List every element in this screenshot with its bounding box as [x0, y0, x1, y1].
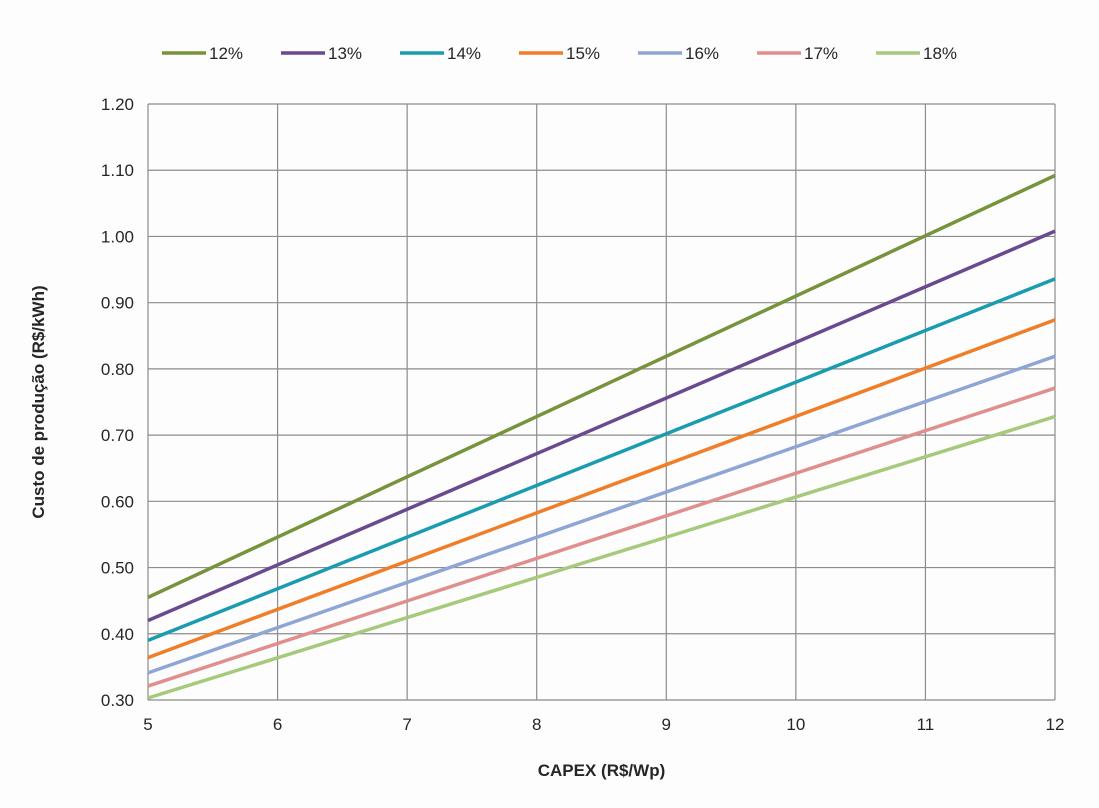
y-tick-label: 0.40: [101, 625, 134, 644]
series-line-17pct: [147, 386, 1056, 688]
y-axis-ticks: 0.30 0.40 0.50 0.60 0.70 0.80 0.90 1.00 1.10 1.20: [101, 95, 134, 710]
legend: 12% 13% 14% 15% 16% 17% 18%: [162, 44, 957, 63]
x-tick-label: 7: [402, 715, 411, 734]
legend-item: 13%: [281, 44, 362, 63]
x-axis-ticks: 5 6 7 8 9 10 11 12: [143, 715, 1064, 734]
y-tick-label: 0.30: [101, 691, 134, 710]
legend-label: 18%: [923, 44, 957, 63]
legend-item: 14%: [400, 44, 481, 63]
y-tick-label: 0.80: [101, 360, 134, 379]
x-tick-label: 12: [1046, 715, 1065, 734]
x-tick-label: 10: [786, 715, 805, 734]
x-tick-label: 9: [662, 715, 671, 734]
legend-label: 14%: [447, 44, 481, 63]
y-tick-label: 0.50: [101, 559, 134, 578]
legend-item: 12%: [162, 44, 243, 63]
legend-label: 15%: [566, 44, 600, 63]
x-tick-label: 8: [532, 715, 541, 734]
legend-label: 12%: [209, 44, 243, 63]
series-line-12pct: [147, 173, 1056, 599]
y-tick-label: 1.00: [101, 227, 134, 246]
series-line-15pct: [147, 318, 1056, 660]
series-line-14pct: [147, 277, 1056, 643]
y-tick-label: 1.20: [101, 95, 134, 114]
y-tick-label: 1.10: [101, 161, 134, 180]
legend-item: 18%: [876, 44, 957, 63]
legend-label: 13%: [328, 44, 362, 63]
series-layer: [147, 173, 1056, 700]
x-tick-label: 5: [143, 715, 152, 734]
x-tick-label: 6: [273, 715, 282, 734]
series-line-13pct: [147, 229, 1056, 623]
y-tick-label: 0.70: [101, 426, 134, 445]
legend-item: 17%: [757, 44, 838, 63]
grid-layer: [147, 103, 1056, 701]
legend-item: 15%: [519, 44, 600, 63]
legend-label: 16%: [685, 44, 719, 63]
x-tick-label: 11: [917, 715, 935, 734]
legend-item: 16%: [638, 44, 719, 63]
y-tick-label: 0.60: [101, 492, 134, 511]
x-axis-title: CAPEX (R$/Wp): [538, 761, 666, 780]
y-axis-title: Custo de produção (R$/kWh): [29, 285, 48, 518]
y-tick-label: 0.90: [101, 294, 134, 313]
series-line-16pct: [147, 354, 1056, 675]
legend-label: 17%: [804, 44, 838, 63]
series-line-18pct: [147, 414, 1056, 700]
